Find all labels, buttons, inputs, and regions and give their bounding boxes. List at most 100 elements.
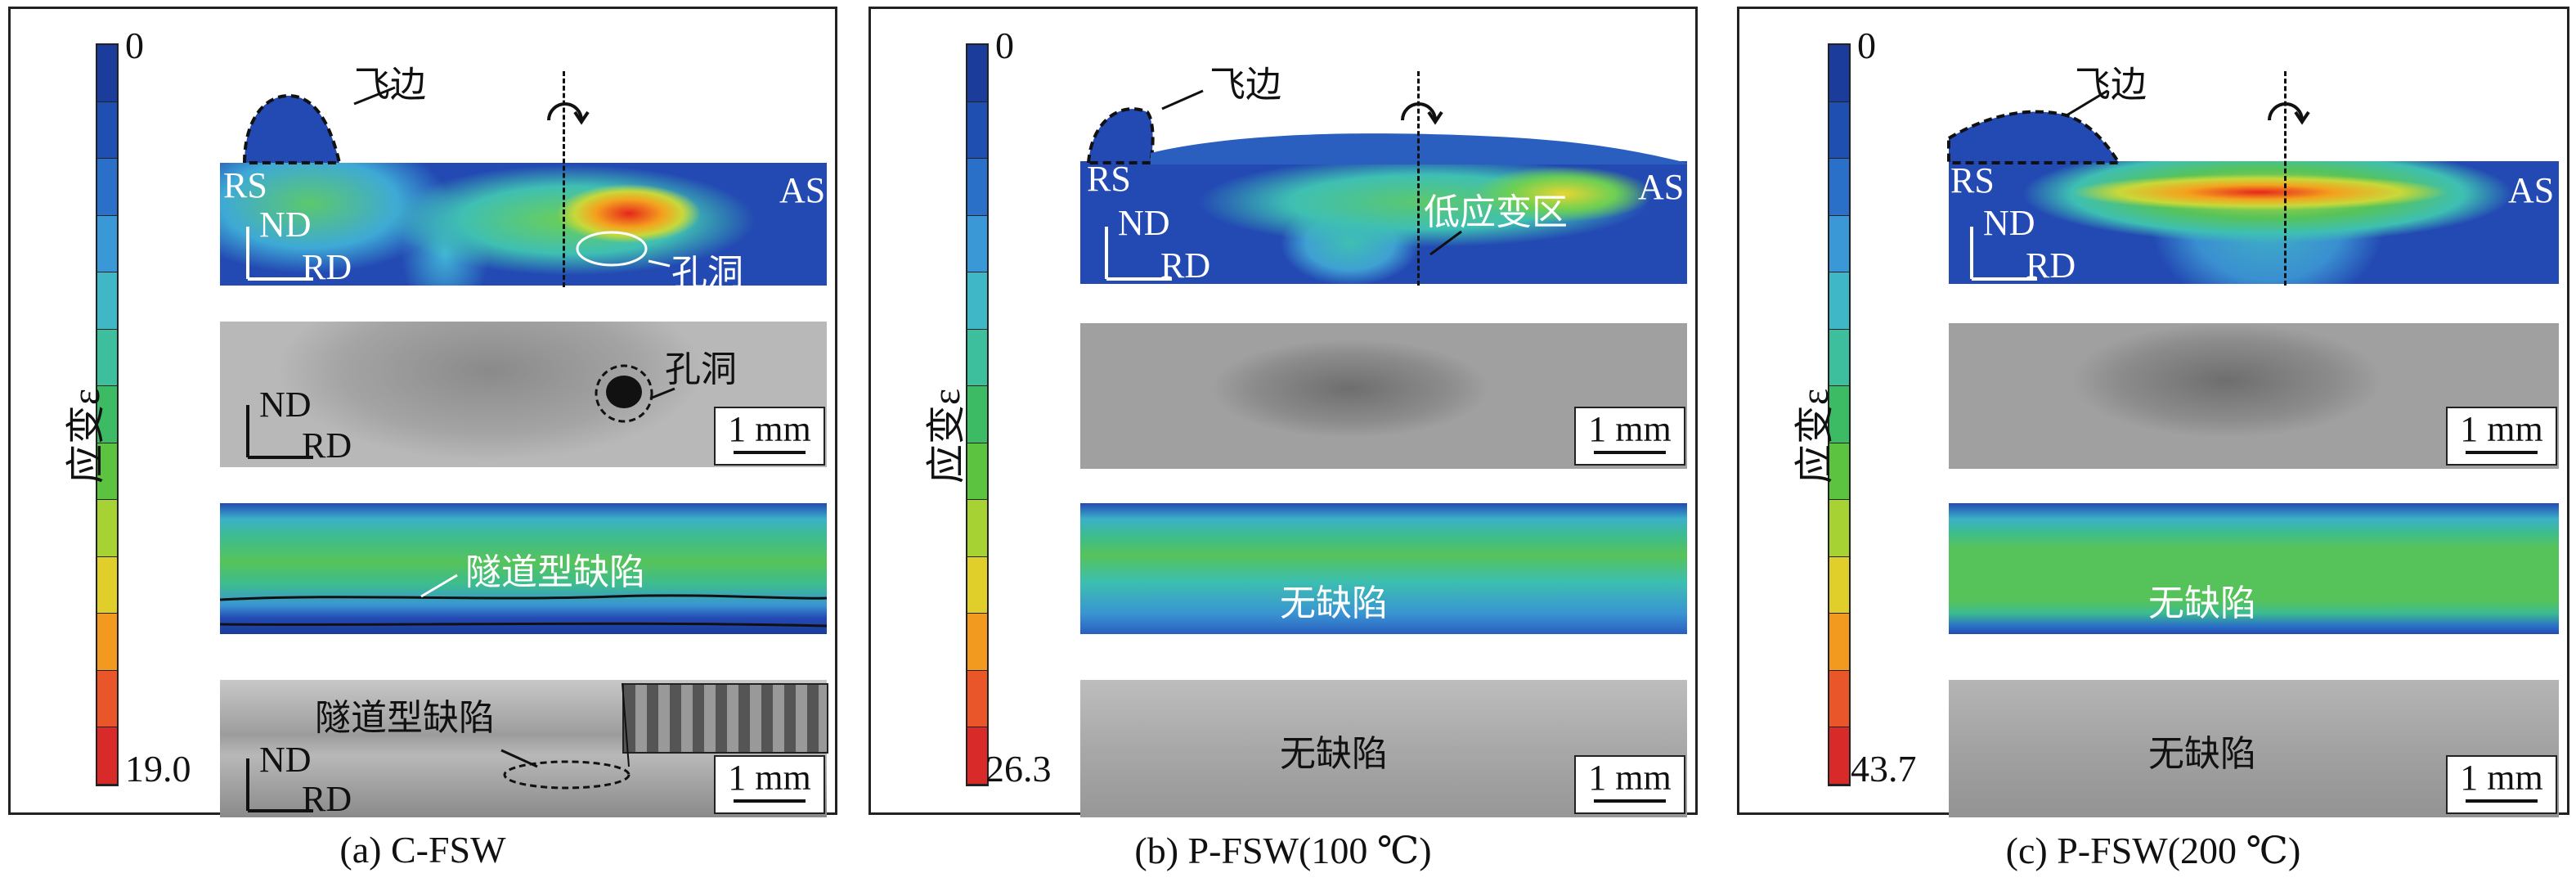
- scale-bar: 1 mm: [714, 407, 825, 466]
- flash-label: 飞边: [1209, 64, 1281, 106]
- strain-colorbar: [96, 43, 119, 786]
- rd-label-top: RD: [302, 779, 352, 819]
- no-defect-label-micro: 无缺陷: [1280, 733, 1388, 775]
- low-strain-label: 低应变区: [1424, 191, 1568, 233]
- colorbar-segment: [97, 45, 117, 102]
- colorbar-segment: [97, 500, 117, 557]
- rs-label: RS: [1950, 160, 1995, 200]
- panel-c: 0 43.7 应变ε 飞边 RS AS ND RD 1 mm 无缺陷 无缺陷 1…: [1737, 7, 2569, 817]
- colorbar-segment: [1829, 443, 1849, 501]
- void-outline-sim: [576, 231, 671, 268]
- colorbar-segment: [967, 670, 987, 728]
- colorbar-segment: [967, 272, 987, 330]
- scale-bar-top: 1 mm: [714, 755, 825, 814]
- panel-a: 0 19.0 应变ε 飞边 RS AS ND RD 孔洞 孔洞 ND RD 1 …: [8, 7, 837, 819]
- colorbar-segment: [967, 215, 987, 273]
- colorbar-segment: [1829, 45, 1849, 102]
- colorbar-segment: [967, 556, 987, 614]
- no-defect-label-sim: 无缺陷: [2148, 583, 2256, 624]
- colorbar-segment: [97, 556, 117, 614]
- tunnel-inset: [622, 683, 828, 754]
- strain-colorbar: [1828, 43, 1851, 786]
- colorbar-segment: [1829, 670, 1849, 728]
- colorbar-segment: [97, 386, 117, 443]
- tunnel-defect-line: [219, 594, 828, 628]
- rd-label-sim: RD: [2026, 245, 2076, 286]
- low-strain-arrow: [1429, 230, 1462, 256]
- flash-label: 飞边: [354, 64, 426, 106]
- colorbar-segment: [1829, 727, 1849, 785]
- colorbar-segment: [97, 272, 117, 330]
- colorbar-segment: [967, 443, 987, 501]
- colorbar-min-label: 0: [125, 25, 144, 66]
- colorbar-segment: [967, 159, 987, 216]
- nd-rd-axes-sim: [1970, 227, 2037, 281]
- tunnel-label-sim: 隧道型缺陷: [465, 551, 645, 593]
- colorbar-segment: [97, 443, 117, 501]
- tunnel-callout: [500, 682, 631, 790]
- nd-label-sim: ND: [259, 205, 312, 245]
- colorbar-segment: [1829, 215, 1849, 273]
- nd-rd-axes-top: [246, 758, 313, 812]
- nd-rd-axes-sim: [246, 227, 313, 281]
- colorbar-max-label: 19.0: [125, 748, 191, 790]
- colorbar-segment: [1829, 159, 1849, 216]
- void-outline-micro: [595, 364, 675, 423]
- top-view-simulation: [1949, 503, 2559, 634]
- colorbar-max-label: 43.7: [1851, 748, 1917, 790]
- as-label: AS: [1638, 167, 1685, 207]
- colorbar-segment: [967, 727, 987, 785]
- nd-label-top: ND: [259, 740, 312, 780]
- tunnel-label-micro: 隧道型缺陷: [315, 697, 495, 739]
- colorbar-segment: [1829, 329, 1849, 387]
- flash-outline: [1086, 89, 1687, 164]
- scale-bar-top: 1 mm: [2446, 755, 2557, 814]
- tool-axis-line: [2284, 71, 2287, 286]
- colorbar-segment: [97, 329, 117, 387]
- colorbar-segment: [967, 614, 987, 671]
- colorbar-segment: [97, 614, 117, 671]
- strain-colorbar: [966, 43, 989, 786]
- colorbar-segment: [967, 386, 987, 443]
- tool-axis-line: [1417, 71, 1420, 286]
- as-label: AS: [779, 170, 826, 210]
- colorbar-segment: [1829, 272, 1849, 330]
- colorbar-min-label: 0: [995, 25, 1014, 66]
- rs-label: RS: [223, 165, 267, 205]
- colorbar-segment: [1829, 101, 1849, 160]
- flash-label: 飞边: [2075, 64, 2147, 106]
- colorbar-segment: [967, 45, 987, 102]
- scale-bar: 1 mm: [1574, 407, 1685, 466]
- nd-label-sim: ND: [1118, 203, 1170, 243]
- colorbar-segment: [97, 101, 117, 160]
- rd-label-sim: RD: [302, 247, 352, 287]
- colorbar-max-label: 26.3: [985, 748, 1052, 790]
- colorbar-segment: [1829, 614, 1849, 671]
- colorbar-segment: [1829, 500, 1849, 557]
- cross-section-simulation: [1080, 161, 1687, 284]
- nd-rd-axes-sim: [1105, 227, 1172, 281]
- tool-axis-line: [563, 71, 565, 287]
- colorbar-segment: [1829, 556, 1849, 614]
- caption-c: (c) P-FSW(200 ℃): [2005, 830, 2301, 871]
- no-defect-label-micro: 无缺陷: [2148, 733, 2256, 775]
- top-view-simulation: [1080, 503, 1687, 634]
- nd-label-sim: ND: [1983, 203, 2035, 243]
- flash-outline: [242, 86, 396, 164]
- colorbar-segment: [1829, 386, 1849, 443]
- colorbar-segment: [97, 670, 117, 728]
- tunnel-arrow-sim: [420, 574, 458, 598]
- rd-label-micro: RD: [302, 425, 352, 466]
- colorbar-segment: [967, 101, 987, 160]
- rs-label: RS: [1087, 159, 1131, 199]
- colorbar-segment: [97, 159, 117, 216]
- nd-rd-axes-micro: [246, 405, 313, 459]
- rd-label-sim: RD: [1160, 245, 1211, 286]
- void-label-sim: 孔洞: [671, 252, 743, 294]
- colorbar-title: 应变ε: [1793, 388, 1837, 484]
- colorbar-segment: [967, 500, 987, 557]
- nd-label-micro: ND: [259, 385, 312, 425]
- panel-b: 0 26.3 应变ε 飞边 RS AS ND RD 低应变区 1 mm 无缺陷 …: [868, 7, 1698, 817]
- colorbar-segment: [967, 329, 987, 387]
- rotation-icon: [1401, 102, 1443, 125]
